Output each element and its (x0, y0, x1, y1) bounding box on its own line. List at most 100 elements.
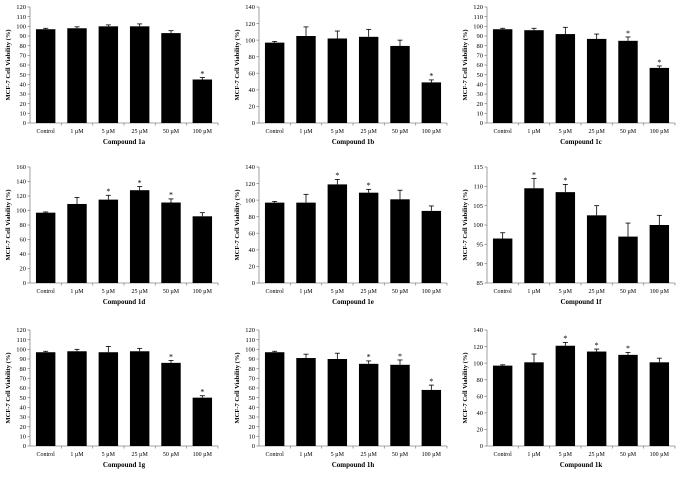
y-axis-label: MCF-7 Cell Viability (%) (462, 353, 469, 424)
bar (421, 389, 442, 446)
x-tick-label: 50 µM (620, 129, 637, 135)
y-tick-label: 90 (477, 261, 484, 268)
bar (586, 215, 607, 283)
bar (358, 192, 379, 283)
significance-marker: * (138, 178, 142, 187)
bar (327, 184, 348, 283)
x-tick-label: 5 µM (559, 289, 573, 295)
y-tick-label: 100 (16, 347, 26, 354)
x-tick-label: Control (36, 129, 55, 135)
x-axis-label: Compound 1h (332, 461, 375, 469)
x-tick-label: 5 µM (331, 129, 345, 135)
y-tick-label: 100 (473, 360, 483, 367)
x-tick-label: 100 µM (422, 129, 442, 135)
y-tick-label: 40 (249, 247, 256, 254)
y-tick-label: 90 (20, 33, 27, 40)
x-tick-label: 25 µM (132, 129, 149, 135)
x-axis-label: Compound 1a (103, 138, 146, 146)
bar (524, 188, 544, 283)
x-tick-label: 50 µM (392, 129, 409, 135)
bar (129, 26, 150, 123)
y-tick-label: 0 (252, 280, 255, 287)
chart-panel: MCF-7 Cell Viability (%) 85 90 95 100 105 110 1… (462, 164, 676, 306)
y-tick-label: 10 (477, 111, 484, 118)
x-tick-label: 5 µM (102, 452, 116, 458)
y-tick-label: 20 (477, 427, 484, 434)
bar (390, 364, 410, 446)
bar (390, 199, 410, 283)
x-tick-label: 25 µM (361, 129, 378, 135)
y-tick-label: 20 (20, 101, 27, 108)
chart-panel: MCF-7 Cell Viability (%) 0 10 20 30 40 50 60 70 8… (234, 327, 448, 469)
y-tick-label: 115 (473, 164, 483, 171)
bar (618, 236, 638, 283)
x-tick-label: 50 µM (620, 289, 637, 295)
y-tick-label: 140 (16, 179, 26, 186)
bar (161, 33, 181, 123)
significance-marker: * (429, 377, 433, 386)
y-tick-label: 50 (249, 395, 256, 402)
y-tick-label: 80 (249, 54, 256, 61)
significance-marker: * (106, 187, 110, 196)
y-tick-label: 80 (20, 366, 27, 373)
y-tick-label: 60 (249, 230, 256, 237)
y-tick-label: 40 (249, 87, 256, 94)
y-tick-label: 120 (473, 344, 483, 351)
x-tick-label: 100 µM (193, 452, 213, 458)
x-tick-label: 1 µM (299, 289, 313, 295)
x-tick-label: Control (265, 129, 284, 135)
y-tick-label: 60 (249, 385, 256, 392)
bar (421, 82, 442, 123)
y-tick-label: 40 (477, 410, 484, 417)
bar (129, 190, 150, 283)
y-tick-label: 60 (20, 385, 27, 392)
y-tick-label: 0 (480, 120, 483, 127)
y-tick-label: 80 (249, 214, 256, 221)
bar (35, 212, 56, 283)
x-tick-label: 1 µM (70, 452, 84, 458)
bar (264, 202, 285, 283)
x-tick-label: 100 µM (193, 129, 213, 135)
bar (492, 365, 513, 446)
y-tick-label: 100 (245, 37, 255, 44)
significance-marker: * (169, 191, 173, 200)
bar (296, 202, 316, 283)
x-tick-label: 25 µM (132, 289, 149, 295)
x-axis-label: Compound 1k (560, 461, 603, 469)
y-tick-label: 40 (249, 405, 256, 412)
x-tick-label: 50 µM (163, 289, 180, 295)
x-tick-label: 25 µM (132, 452, 149, 458)
bar (296, 36, 316, 123)
significance-marker: * (200, 69, 204, 78)
y-tick-label: 0 (23, 280, 26, 287)
x-axis-label: Compound 1c (560, 138, 602, 146)
bar (586, 351, 607, 446)
significance-marker: * (200, 388, 204, 397)
y-tick-label: 20 (20, 266, 27, 273)
y-tick-label: 80 (20, 222, 27, 229)
y-tick-label: 80 (477, 43, 484, 50)
y-tick-label: 30 (477, 91, 484, 98)
bar (555, 34, 576, 123)
bar (264, 42, 285, 123)
y-tick-label: 0 (252, 120, 255, 127)
x-tick-label: 25 µM (589, 289, 606, 295)
bar (264, 352, 285, 446)
x-tick-label: 25 µM (589, 129, 606, 135)
bar (35, 29, 56, 123)
significance-marker: * (563, 334, 567, 343)
significance-marker: * (563, 176, 567, 185)
y-tick-label: 110 (473, 184, 483, 191)
bar (192, 216, 213, 283)
y-tick-label: 0 (480, 443, 483, 450)
x-tick-label: 5 µM (102, 129, 116, 135)
y-tick-label: 90 (20, 356, 27, 363)
x-axis-label: Compound 1b (332, 138, 375, 146)
y-tick-label: 0 (23, 443, 26, 450)
bar (327, 359, 348, 446)
y-tick-label: 140 (473, 327, 483, 334)
y-tick-label: 60 (20, 62, 27, 69)
y-tick-label: 100 (473, 222, 483, 229)
y-tick-label: 30 (20, 414, 27, 421)
y-axis-label: MCF-7 Cell Viability (%) (462, 30, 469, 101)
